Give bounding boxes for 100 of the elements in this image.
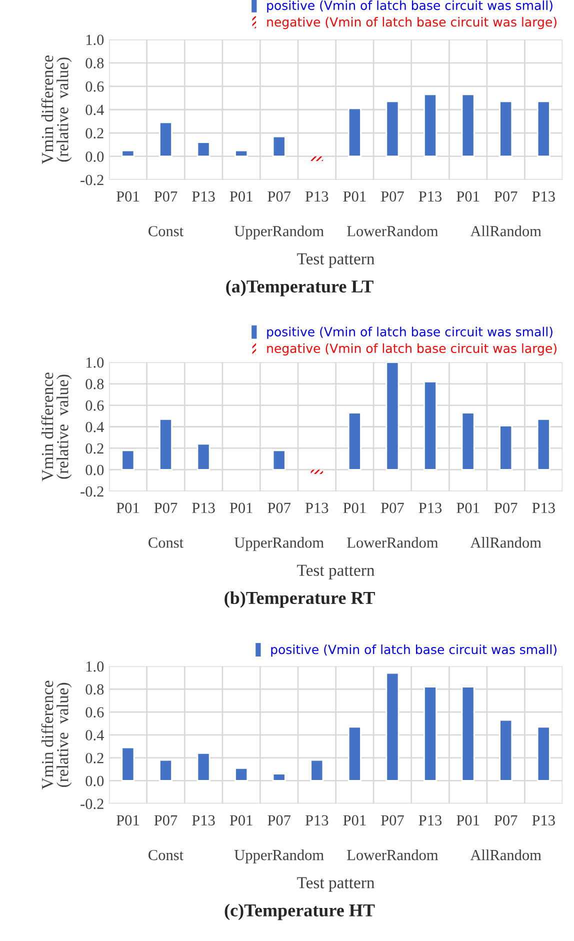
legend-label: positive (Vmin of latch base circuit was small) bbox=[267, 0, 552, 13]
x-tick-label: P13 bbox=[418, 815, 442, 826]
x-tick-label: P01 bbox=[456, 502, 480, 514]
bar bbox=[159, 122, 172, 158]
x-tick-label: P01 bbox=[456, 815, 480, 826]
legend-label: negative (Vmin of latch base circuit was large) bbox=[267, 343, 556, 356]
bar bbox=[536, 100, 550, 158]
text: (c)Temperature HT bbox=[224, 904, 375, 920]
bar bbox=[386, 672, 400, 782]
x-tick-label: P01 bbox=[230, 191, 252, 202]
y-tick-label: -0.2 bbox=[80, 798, 104, 810]
x-tick-label: P13 bbox=[418, 191, 442, 202]
y-axis-title: Vmin difference (relative value) bbox=[41, 680, 72, 790]
x-tick-label: P13 bbox=[305, 191, 328, 202]
text: LowerRandom bbox=[347, 537, 438, 548]
y-tick-label: 0.6 bbox=[86, 707, 104, 718]
x-tick-label: P07 bbox=[381, 502, 404, 514]
x-tick-label: P13 bbox=[192, 191, 215, 202]
bar bbox=[386, 362, 400, 470]
bar bbox=[461, 686, 475, 782]
x-tick-label: P13 bbox=[532, 815, 555, 826]
text: UpperRandom bbox=[234, 226, 324, 240]
text: Const bbox=[148, 226, 184, 236]
y-tick-label: 0.2 bbox=[86, 128, 104, 139]
x-axis-title: Test pattern bbox=[297, 253, 375, 268]
bar bbox=[159, 418, 172, 470]
x-tick-label: P01 bbox=[343, 502, 366, 514]
y-tick-label: 0.4 bbox=[86, 104, 104, 116]
y-tick-label: 0.0 bbox=[86, 464, 104, 476]
bar bbox=[536, 726, 550, 782]
x-tick-label: P13 bbox=[192, 502, 215, 514]
y-axis-title: Vmin difference (relative value) bbox=[41, 372, 72, 482]
bar bbox=[424, 94, 437, 158]
x-tick-label: P01 bbox=[343, 191, 366, 202]
bar bbox=[348, 108, 362, 158]
bar bbox=[348, 726, 362, 782]
x-axis-title: Test pattern bbox=[297, 564, 375, 580]
bar bbox=[461, 94, 475, 158]
x-tick-label: P13 bbox=[418, 502, 442, 514]
bar bbox=[424, 380, 437, 470]
y-tick-label: 0.2 bbox=[86, 443, 104, 454]
bar bbox=[310, 759, 324, 782]
bar bbox=[386, 100, 400, 158]
y-tick-label: 0.8 bbox=[86, 378, 104, 390]
y-tick-label: 1.0 bbox=[86, 357, 104, 368]
text: Const bbox=[148, 850, 184, 860]
y-tick-label: 0.4 bbox=[86, 422, 104, 432]
y-tick-label: 0.0 bbox=[86, 776, 104, 786]
bar bbox=[121, 746, 135, 782]
y-axis-title: Vmin difference (relative value) bbox=[41, 56, 72, 164]
x-tick-label: P07 bbox=[154, 502, 178, 514]
bar bbox=[499, 719, 513, 782]
y-tick-label: 0.2 bbox=[86, 752, 104, 764]
bar bbox=[196, 443, 210, 470]
text: UpperRandom bbox=[234, 537, 324, 551]
x-tick-label: P01 bbox=[116, 191, 139, 202]
bar bbox=[536, 418, 550, 470]
bar bbox=[461, 412, 475, 470]
bar bbox=[234, 150, 248, 158]
bar bbox=[121, 150, 135, 158]
text: LowerRandom bbox=[347, 226, 438, 236]
y-tick-label: 0.6 bbox=[86, 81, 104, 92]
x-tick-label: P07 bbox=[154, 191, 178, 202]
y-tick-label: 0.6 bbox=[86, 400, 104, 411]
bar bbox=[121, 450, 135, 470]
bar bbox=[272, 136, 286, 158]
bar bbox=[272, 450, 286, 470]
y-tick-label: -0.2 bbox=[80, 486, 104, 497]
x-tick-label: P13 bbox=[192, 815, 215, 826]
x-tick-label: P01 bbox=[343, 815, 366, 826]
y-tick-label: 1.0 bbox=[86, 661, 104, 672]
x-tick-label: P07 bbox=[381, 191, 404, 202]
x-tick-label: P13 bbox=[532, 502, 555, 514]
x-tick-label: P07 bbox=[494, 815, 518, 826]
x-axis-title: Test pattern bbox=[297, 877, 375, 892]
bar bbox=[234, 767, 248, 782]
x-tick-label: P07 bbox=[268, 502, 291, 514]
bar bbox=[196, 142, 210, 158]
x-tick-label: P13 bbox=[305, 502, 328, 514]
text: (a)Temperature LT bbox=[226, 280, 374, 296]
text: AllRandom bbox=[470, 537, 542, 548]
bar bbox=[159, 759, 172, 782]
bar bbox=[348, 412, 362, 470]
bar bbox=[424, 686, 437, 782]
bar bbox=[310, 156, 323, 162]
y-tick-label: 0.8 bbox=[86, 58, 104, 68]
text: Const bbox=[148, 538, 184, 548]
y-tick-label: 0.8 bbox=[86, 684, 104, 695]
x-tick-label: P01 bbox=[116, 815, 139, 826]
text: LowerRandom bbox=[347, 849, 438, 860]
bar bbox=[272, 773, 286, 782]
bar bbox=[310, 470, 323, 474]
x-tick-label: P01 bbox=[230, 502, 252, 514]
x-tick-label: P01 bbox=[116, 502, 139, 514]
text: (b)Temperature RT bbox=[224, 591, 375, 608]
legend-label: positive (Vmin of latch base circuit was small) bbox=[271, 644, 556, 657]
y-tick-label: 0.0 bbox=[86, 152, 104, 162]
x-tick-label: P13 bbox=[532, 191, 555, 202]
legend-label: negative (Vmin of latch base circuit was large) bbox=[267, 17, 556, 30]
x-tick-label: P07 bbox=[381, 815, 404, 826]
